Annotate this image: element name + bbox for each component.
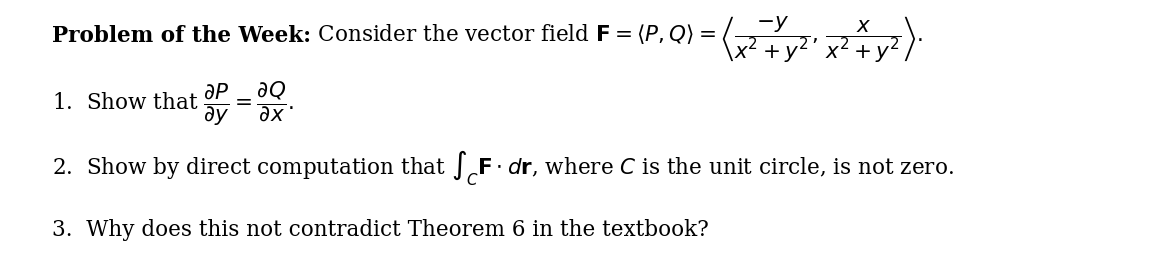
Text: 2.  Show by direct computation that $\int_C \mathbf{F} \cdot d\mathbf{r}$, where: 2. Show by direct computation that $\int…	[52, 148, 954, 188]
Text: 1.  Show that $\dfrac{\partial P}{\partial y} = \dfrac{\partial Q}{\partial x}.$: 1. Show that $\dfrac{\partial P}{\partia…	[52, 79, 294, 128]
Text: Consider the vector field $\mathbf{F} = \langle P, Q\rangle = \left\langle\dfrac: Consider the vector field $\mathbf{F} = …	[311, 14, 923, 65]
Text: 3.  Why does this not contradict Theorem 6 in the textbook?: 3. Why does this not contradict Theorem …	[52, 219, 709, 241]
Text: Problem of the Week:: Problem of the Week:	[52, 25, 311, 47]
